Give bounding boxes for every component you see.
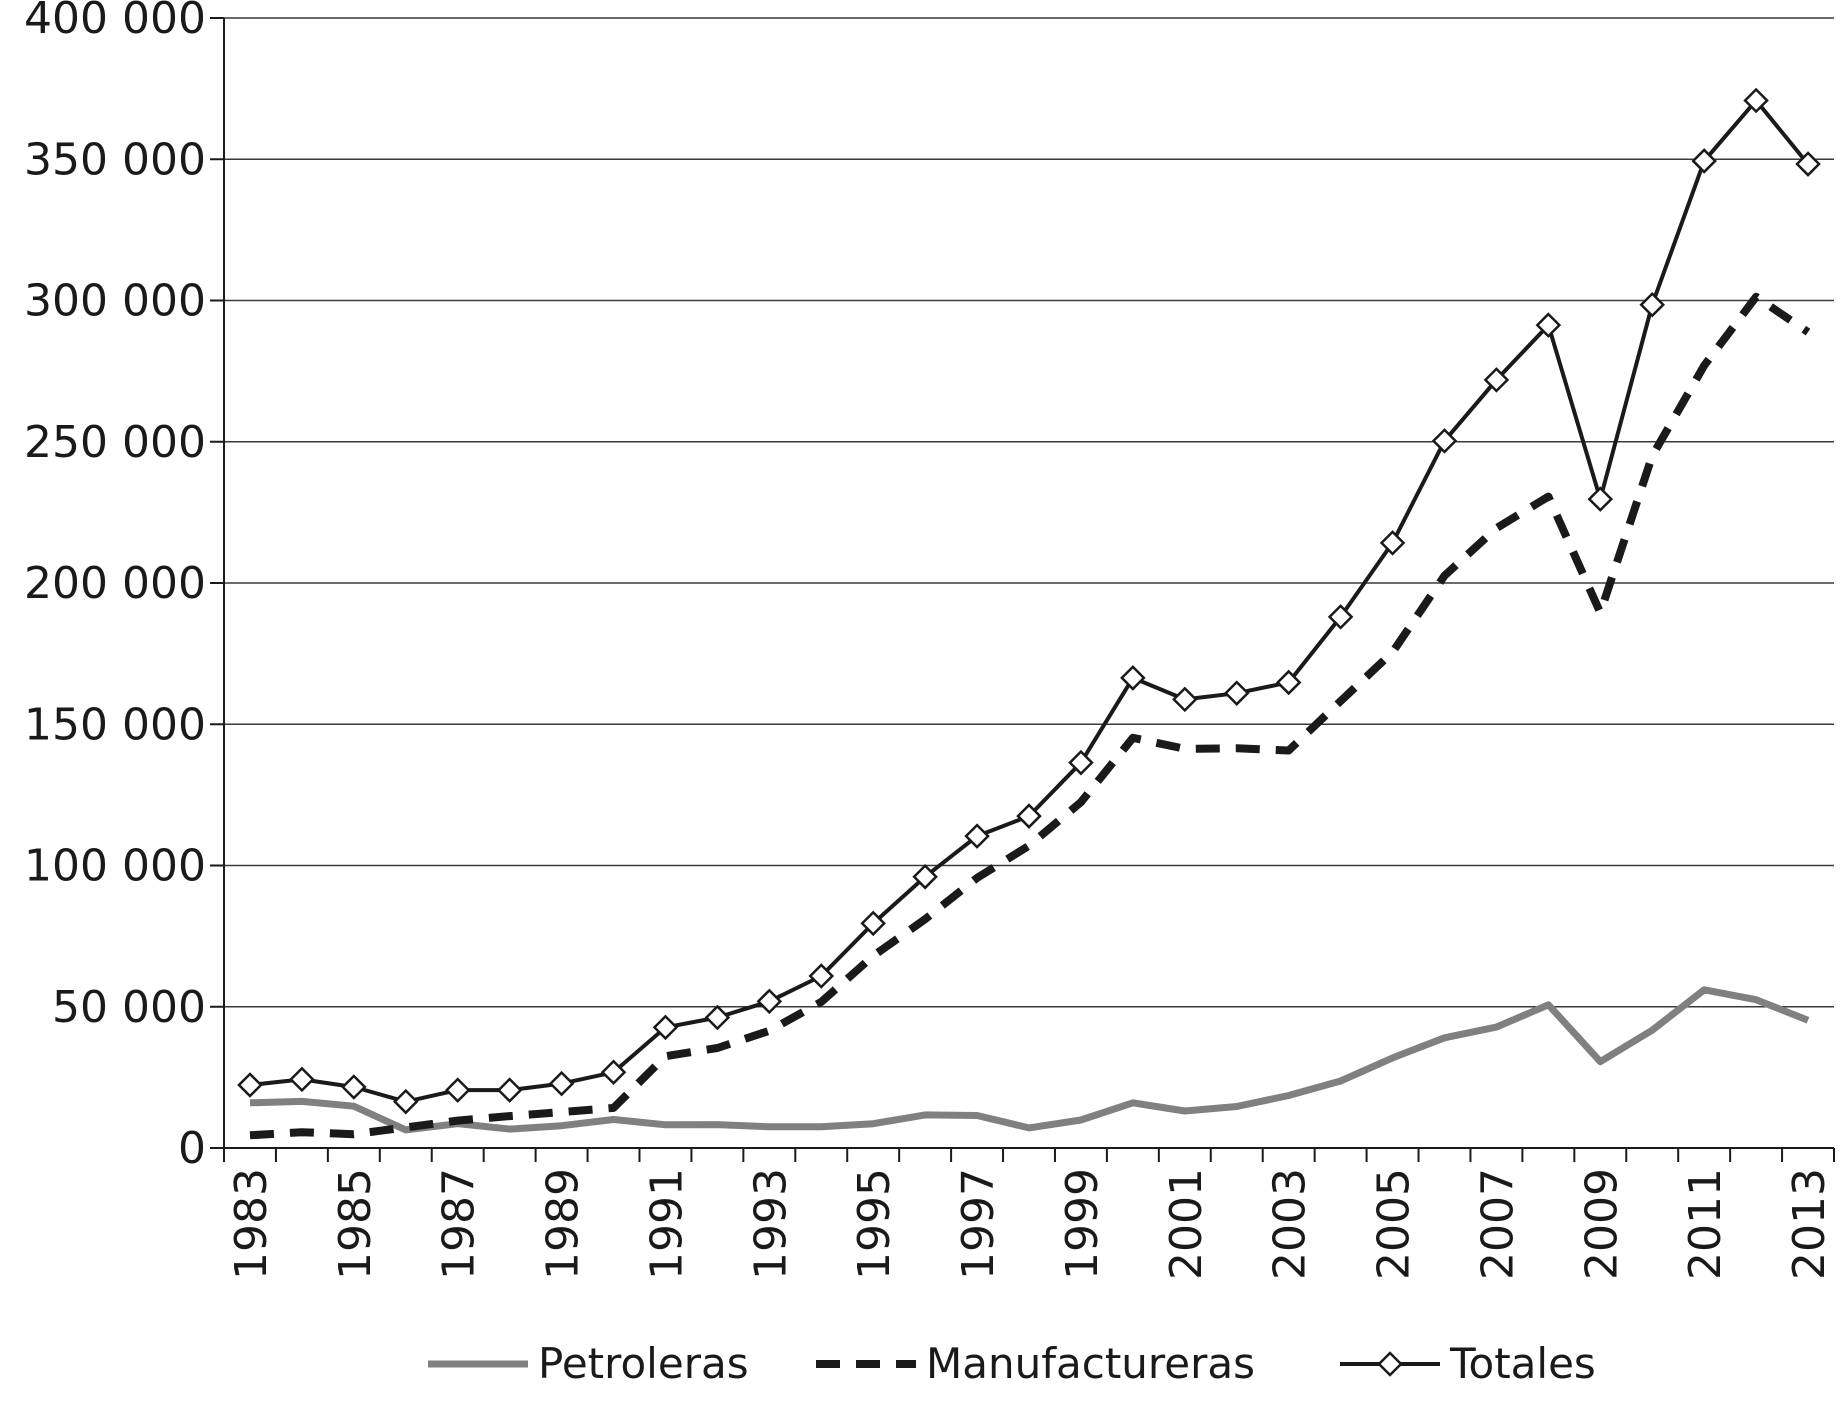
data-point-marker	[1172, 686, 1198, 713]
data-point-marker	[1483, 367, 1510, 393]
legend-marker	[1377, 1351, 1403, 1377]
y-tick-label: 400 000	[24, 0, 206, 44]
axes	[210, 17, 1835, 1162]
series-line-totales	[249, 98, 1810, 1104]
x-tick-label: 1983	[226, 1168, 277, 1280]
y-axis-tick-labels: 0 50 000 100 000 150 000 200 000 250 000 300 0…	[24, 0, 206, 1174]
x-tick-label: 1991	[641, 1168, 692, 1280]
x-tick-label: 2003	[1265, 1168, 1316, 1280]
data-point-marker	[444, 1077, 471, 1103]
x-tick-label: 2005	[1369, 1168, 1420, 1280]
legend: Petroleras Manufactureras Totales	[428, 1339, 1596, 1388]
x-axis-tick-labels: 1983 1985 1987 1989 1991 1993 1995 1997 1999 2001…	[226, 1168, 1835, 1280]
data-point-marker	[808, 963, 835, 989]
data-point-marker	[1120, 665, 1146, 691]
y-tick-label: 200 000	[24, 558, 206, 609]
data-point-marker	[652, 1014, 679, 1041]
data-point-marker	[1795, 151, 1821, 177]
data-point-marker	[600, 1059, 627, 1086]
data-point-marker	[1327, 604, 1354, 630]
series-markers	[237, 87, 1821, 1115]
x-tick-label: 2001	[1161, 1168, 1212, 1280]
data-point-marker	[1535, 312, 1562, 338]
data-point-marker	[341, 1074, 367, 1100]
y-tick-label: 0	[178, 1123, 206, 1174]
data-point-marker	[1587, 486, 1614, 512]
x-tick-label: 1993	[745, 1168, 796, 1280]
data-point-marker	[237, 1072, 263, 1098]
series-lines	[249, 98, 1811, 1140]
data-point-marker	[912, 864, 938, 890]
series-line-petroleras	[249, 986, 1810, 1134]
data-point-marker	[704, 1004, 731, 1031]
data-point-marker	[860, 910, 886, 937]
x-tick-label: 1985	[330, 1168, 381, 1280]
y-tick-label: 350 000	[24, 134, 206, 185]
legend-label-totales: Totales	[1449, 1339, 1596, 1388]
x-tick-label: 2013	[1784, 1168, 1835, 1280]
legend-label-manufactureras: Manufactureras	[926, 1339, 1255, 1388]
legend-label-petroleras: Petroleras	[538, 1339, 749, 1388]
y-tick-label: 300 000	[24, 276, 206, 327]
x-tick-label: 1999	[1057, 1168, 1108, 1280]
data-point-marker	[1379, 530, 1406, 556]
data-point-marker	[1431, 428, 1458, 454]
data-point-marker	[1691, 148, 1717, 174]
x-tick-label: 1989	[538, 1168, 589, 1280]
x-tick-label: 2009	[1576, 1168, 1627, 1280]
x-tick-label: 2011	[1680, 1168, 1731, 1280]
x-tick-label: 1997	[953, 1168, 1004, 1280]
y-tick-label: 150 000	[24, 699, 206, 750]
grid-lines	[224, 17, 1834, 1008]
series-line-manufactureras	[249, 292, 1811, 1140]
x-tick-label: 1987	[434, 1168, 485, 1280]
data-point-marker	[964, 823, 990, 849]
data-point-marker	[1743, 87, 1769, 114]
y-tick-label: 50 000	[52, 982, 206, 1033]
data-point-marker	[393, 1088, 419, 1115]
x-tick-label: 2007	[1472, 1168, 1523, 1280]
data-point-marker	[1068, 749, 1094, 776]
data-point-marker	[496, 1077, 523, 1103]
y-tick-label: 250 000	[24, 417, 206, 468]
y-tick-label: 100 000	[24, 841, 206, 892]
data-point-marker	[756, 988, 783, 1015]
x-tick-label: 1995	[849, 1168, 900, 1280]
data-point-marker	[548, 1070, 575, 1097]
data-point-marker	[289, 1066, 315, 1093]
data-point-marker	[1639, 291, 1665, 318]
data-point-marker	[1016, 803, 1042, 829]
data-point-marker	[1223, 680, 1250, 706]
data-point-marker	[1275, 669, 1302, 696]
